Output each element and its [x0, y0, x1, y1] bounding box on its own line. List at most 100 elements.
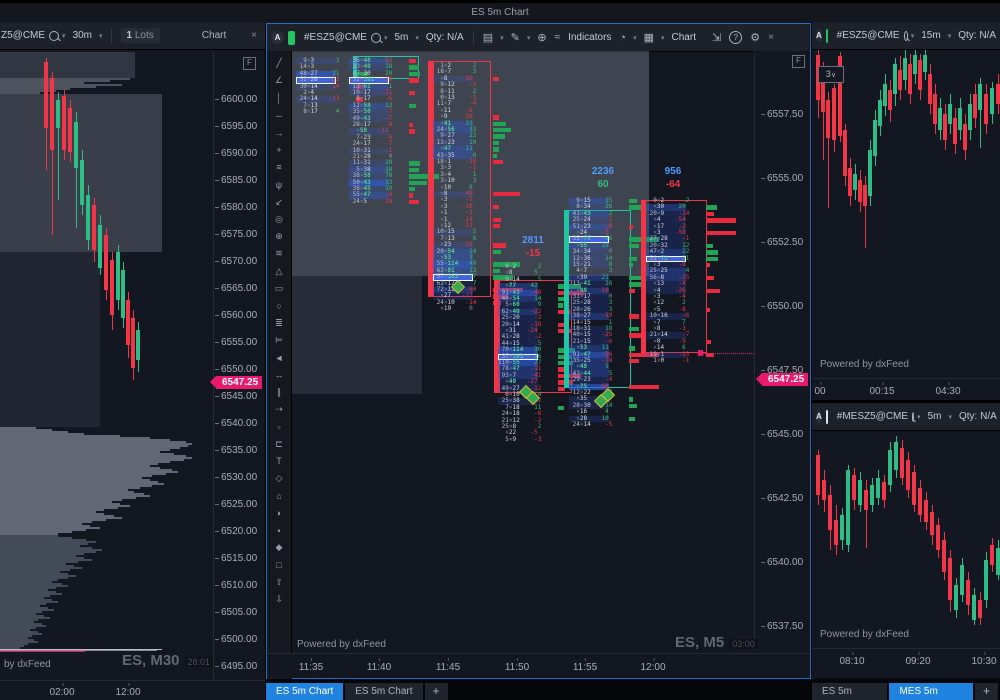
callout-icon[interactable]: ◄	[274, 352, 284, 363]
vertical-line-icon[interactable]: │	[276, 93, 282, 104]
volume-profile-icon[interactable]: ≣	[275, 317, 283, 328]
bracket-tool-icon[interactable]: ⊏	[275, 438, 283, 449]
triangle-shape-icon[interactable]: △	[275, 265, 283, 276]
ellipse-shape-icon[interactable]: ○	[276, 300, 282, 311]
right-top-symbol[interactable]: #ESZ5@CME	[836, 30, 900, 41]
pencil-icon[interactable]: ✎	[510, 32, 520, 44]
qty-value[interactable]: 1	[126, 30, 133, 41]
fullscreen-icon[interactable]: ⇲	[711, 32, 722, 44]
search-icon[interactable]	[912, 411, 915, 422]
indicators-button[interactable]: Indicators	[568, 32, 612, 43]
delta-bar-negative	[629, 359, 639, 364]
right-top-time-axis[interactable]: 00 00:15 04:30	[812, 378, 1000, 401]
pitchfork-icon[interactable]: ψ	[275, 179, 283, 190]
square-shape-icon[interactable]: □	[276, 560, 282, 571]
layout-icon[interactable]: ▦	[643, 32, 654, 44]
center-time-axis[interactable]: 11:35 11:40 11:45 11:50 11:55 12:00	[267, 653, 809, 678]
center-price-axis[interactable]: 6557.50 6555.00 6552.50 6550.00 6547.50 6545.…	[754, 51, 810, 651]
panel-maximize-icon[interactable]: F	[243, 57, 256, 70]
center-chart-area[interactable]: 9×3 3 14×3 48×27 21 52×26 -13 30×14 -14 …	[292, 51, 754, 651]
tab-es-5m-chart[interactable]: ES 5m Chart	[812, 683, 888, 700]
chevron-down-icon[interactable]: ▾	[947, 32, 952, 40]
arrow-tool-icon[interactable]: →	[274, 127, 284, 138]
center-qty[interactable]: Qty: N/A	[425, 32, 464, 43]
center-view-selector[interactable]: Chart	[671, 32, 696, 43]
delta-bar-positive	[409, 187, 415, 192]
fixed-profile-icon[interactable]: ⊨	[275, 334, 283, 345]
tab-mes-5m-chart[interactable]: MES 5m Chart	[889, 683, 973, 700]
right-top-qty[interactable]: Qty: N/A	[958, 30, 996, 41]
chevron-down-icon[interactable]: ▾	[99, 32, 103, 40]
search-icon[interactable]	[370, 32, 381, 43]
zoom-area-icon[interactable]: ⊕	[275, 231, 283, 242]
arrow-down-marker-icon[interactable]: ⇩	[275, 594, 283, 605]
parallel-lines-icon[interactable]: ≡	[276, 162, 282, 173]
left-price-axis[interactable]: 6600.00 6595.00 6590.00 6585.00 6580.00 6575.…	[209, 52, 266, 700]
chevron-down-icon[interactable]: ▾	[910, 32, 915, 40]
left-chart-area[interactable]	[0, 52, 213, 685]
candlestick	[116, 252, 120, 300]
left-symbol[interactable]: Z5@CME	[1, 30, 46, 41]
trend-line-icon[interactable]: ╱	[276, 58, 282, 69]
arrow-up-marker-icon[interactable]: ⇧	[275, 577, 283, 588]
chevron-down-icon[interactable]: ▾	[917, 413, 921, 421]
center-symbol[interactable]: #ESZ5@CME	[304, 32, 367, 43]
center-timeframe[interactable]: 5m	[394, 32, 409, 43]
add-tab-button[interactable]: +	[974, 683, 998, 700]
drawing-count-dropdown[interactable]: 3∨	[818, 66, 844, 83]
small-box-icon[interactable]: ▫	[277, 421, 281, 432]
price-range-icon[interactable]: ↔	[274, 369, 284, 380]
right-bottom-timeframe[interactable]: 5m	[927, 411, 942, 422]
tab-es-5m-chart[interactable]: ES 5m Chart	[345, 683, 423, 700]
diamond-shape-icon[interactable]: ◇	[275, 473, 283, 484]
chevron-down-icon[interactable]: ▾	[415, 34, 419, 42]
right-bottom-symbol[interactable]: #MESZ5@CME	[836, 411, 909, 422]
search-icon[interactable]	[903, 30, 908, 41]
right-bottom-time-axis[interactable]: 08:10 09:20 10:30	[812, 648, 1000, 671]
projection-icon[interactable]: ⇢	[275, 404, 283, 415]
bars-pattern-icon[interactable]: ∥	[276, 386, 282, 397]
circle-marker-icon[interactable]: ◎	[275, 213, 283, 224]
right-bottom-chart-area[interactable]	[812, 430, 1000, 628]
cross-tool-icon[interactable]: +	[276, 145, 282, 156]
chevron-down-icon[interactable]: ▾	[383, 34, 388, 42]
zoom-in-icon[interactable]: ⊕	[537, 32, 547, 44]
price-axis-label: 6542.50	[761, 493, 803, 504]
angle-tool-icon[interactable]: ∠	[274, 75, 284, 86]
anchor-shape-icon[interactable]: ⌂	[276, 491, 282, 502]
close-icon[interactable]: ×	[251, 30, 257, 41]
search-icon[interactable]	[49, 30, 60, 41]
bidask-text: ×53 11	[576, 344, 609, 352]
right-bottom-qty[interactable]: Qty: N/A	[959, 411, 997, 422]
indicators-icon[interactable]: ≈	[554, 32, 561, 43]
chevron-down-icon[interactable]: ▾	[62, 32, 66, 40]
trend-arrow-icon[interactable]: ↙	[275, 196, 283, 207]
chevron-down-icon[interactable]: ▾	[633, 34, 637, 42]
brush-icon[interactable]: ≋	[275, 248, 283, 259]
chevron-down-icon[interactable]: ▾	[948, 413, 952, 421]
gear-icon[interactable]: ⚙	[750, 32, 761, 44]
left-view-selector[interactable]: Chart	[201, 30, 227, 41]
rectangle-shape-icon[interactable]: ▭	[274, 283, 284, 293]
qty-control[interactable]: 1 Lots	[120, 28, 160, 43]
horizontal-line-icon[interactable]: ─	[275, 110, 283, 121]
add-tab-button[interactable]: +	[424, 683, 448, 700]
help-icon[interactable]: ?	[729, 31, 743, 44]
text-tool-icon[interactable]: T	[276, 456, 282, 467]
chevron-down-icon[interactable]: ▾	[526, 34, 531, 42]
half-circle-icon[interactable]: ◗	[276, 508, 282, 519]
right-top-chart-area[interactable]	[812, 49, 1000, 359]
notes-icon[interactable]: ▤	[482, 32, 494, 44]
left-time-axis[interactable]: 02:00 12:00	[0, 680, 265, 700]
filled-diamond-icon[interactable]: ◆	[275, 542, 283, 553]
time-axis-label: 11:45	[435, 658, 461, 673]
chevron-down-icon[interactable]: ▾	[500, 34, 504, 42]
right-top-timeframe[interactable]: 15m	[921, 30, 941, 41]
left-timeframe[interactable]: 30m	[72, 30, 93, 41]
dot-marker-icon[interactable]: •	[277, 525, 281, 536]
close-icon[interactable]: ×	[768, 32, 774, 43]
clock-icon[interactable]: ◔	[619, 31, 627, 44]
chevron-down-icon[interactable]: ▾	[661, 34, 665, 42]
panel-maximize-icon[interactable]: F	[792, 55, 805, 68]
tab-es-5m-chart[interactable]: ES 5m Chart	[266, 683, 344, 700]
